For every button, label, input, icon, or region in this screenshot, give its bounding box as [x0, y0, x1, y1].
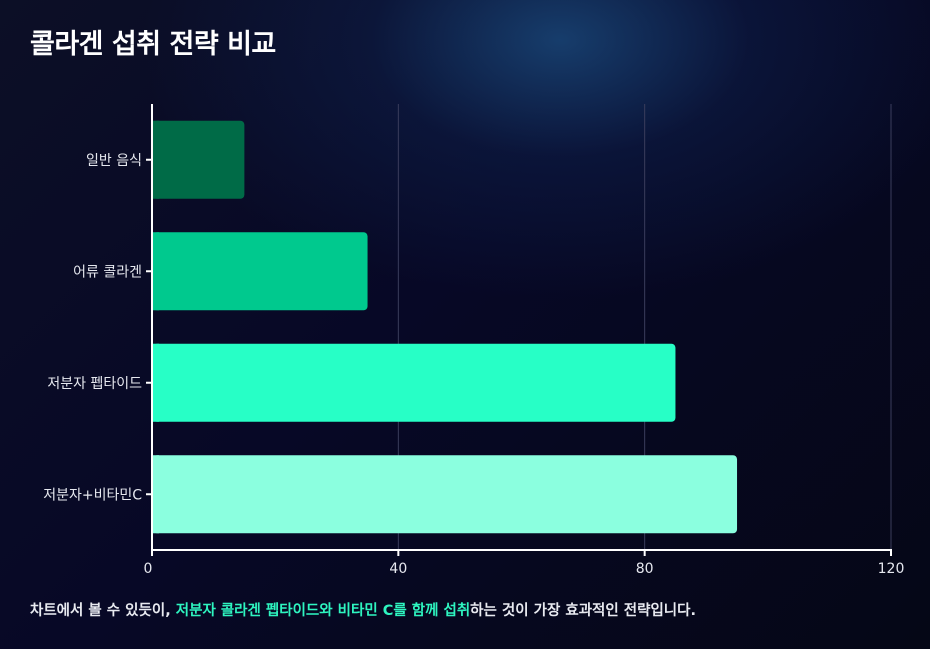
x-tick-label-0: 0 [144, 561, 153, 577]
caption-text-after: 하는 것이 가장 효과적인 전략입니다. [470, 603, 696, 619]
caption-text-middle: 와 [319, 603, 338, 619]
x-tick-label-3: 120 [878, 561, 905, 577]
bar-0 [153, 120, 245, 199]
bar-3-edge [153, 455, 159, 534]
bar-3 [153, 455, 738, 534]
y-tick-label-1: 어류 콜라겐 [73, 264, 142, 280]
bar-2 [153, 343, 676, 422]
caption-highlight-peptide: 저분자 콜라겐 펩타이드 [175, 603, 320, 619]
bar-1-edge [153, 232, 159, 311]
axes [146, 104, 892, 556]
x-tick-label-1: 40 [389, 561, 407, 577]
bars [153, 120, 738, 534]
y-tick-label-2: 저분자 펩타이드 [47, 376, 142, 392]
bar-1 [153, 232, 368, 311]
chart-caption: 차트에서 볼 수 있듯이, 저분자 콜라겐 펩타이드와 비타민 C를 함께 섭취… [30, 599, 696, 620]
y-tick-label-3: 저분자+비타민C [43, 487, 142, 503]
caption-highlight-vitamin: 비타민 C를 함께 섭취 [337, 603, 471, 619]
x-tick-label-2: 80 [636, 561, 654, 577]
caption-text-before: 차트에서 볼 수 있듯이, [30, 603, 176, 619]
y-tick-label-0: 일반 음식 [86, 153, 142, 169]
bar-0-edge [153, 120, 159, 199]
chart-title: 콜라겐 섭취 전략 비교 [30, 29, 276, 60]
bar-2-edge [153, 343, 159, 422]
